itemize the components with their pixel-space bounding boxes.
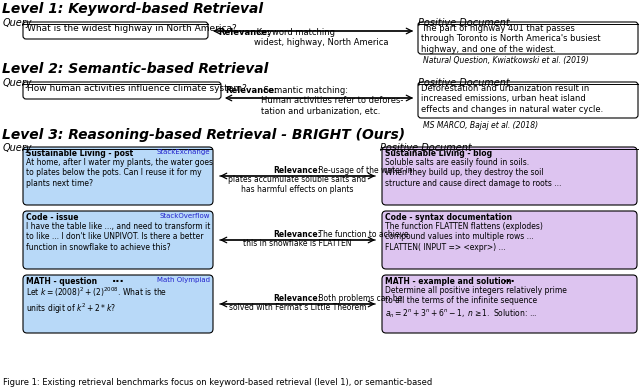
Text: MATH - example and solution: MATH - example and solution xyxy=(385,277,511,286)
Text: Positive Document: Positive Document xyxy=(418,18,509,28)
Text: Sustainable Living - post: Sustainable Living - post xyxy=(26,149,133,158)
FancyBboxPatch shape xyxy=(418,22,638,54)
Text: Let $k=(2008)^{2}+(2)^{2008}$. What is the
units digit of $k^{2}+2*k$?: Let $k=(2008)^{2}+(2)^{2008}$. What is t… xyxy=(26,286,167,316)
Text: Relevance:: Relevance: xyxy=(218,28,270,37)
Text: Semantic matching:
Human activities refer to defores-
tation and urbanization, e: Semantic matching: Human activities refe… xyxy=(261,86,403,116)
Text: Code - issue: Code - issue xyxy=(26,213,79,222)
Text: At home, after I water my plants, the water goes
to plates below the pots. Can I: At home, after I water my plants, the wa… xyxy=(26,158,213,188)
Text: StackOverflow: StackOverflow xyxy=(159,213,210,219)
Text: Relevance:: Relevance: xyxy=(274,230,321,239)
FancyBboxPatch shape xyxy=(23,82,221,99)
FancyBboxPatch shape xyxy=(382,275,637,333)
Text: Determine all positive integers relatively prime
to all the terms of the infinit: Determine all positive integers relative… xyxy=(385,286,567,320)
Text: Math Olympiad: Math Olympiad xyxy=(157,277,210,283)
FancyBboxPatch shape xyxy=(418,82,638,118)
FancyBboxPatch shape xyxy=(23,22,208,39)
Text: Query: Query xyxy=(3,78,33,88)
Text: The part of highway 401 that passes
through Toronto is North America's busiest
h: The part of highway 401 that passes thro… xyxy=(421,24,600,54)
Text: plates accumulate soluble salts and
has harmful effects on plants: plates accumulate soluble salts and has … xyxy=(228,175,367,194)
FancyBboxPatch shape xyxy=(23,211,213,269)
Text: this in snowflake is FLATTEN: this in snowflake is FLATTEN xyxy=(243,239,352,248)
Text: The function to achieve: The function to achieve xyxy=(316,230,408,239)
Text: StackExchange: StackExchange xyxy=(157,149,210,155)
Text: ...: ... xyxy=(503,274,516,284)
Text: solved with Fermat's Little Theorem: solved with Fermat's Little Theorem xyxy=(228,303,366,312)
Text: Positive Document: Positive Document xyxy=(380,143,472,153)
Text: Level 1: Keyword-based Retrieval: Level 1: Keyword-based Retrieval xyxy=(2,2,263,16)
Text: What is the widest highway in North America?: What is the widest highway in North Amer… xyxy=(27,24,237,33)
Text: Both problems can be: Both problems can be xyxy=(316,294,402,303)
Text: Deforestation and urbanization result in
increased emissions, urban heat island
: Deforestation and urbanization result in… xyxy=(421,84,604,114)
Text: Level 2: Semantic-based Retrieval: Level 2: Semantic-based Retrieval xyxy=(2,62,268,76)
Text: Natural Question, Kwiatkowski et al. (2019): Natural Question, Kwiatkowski et al. (20… xyxy=(423,56,589,65)
Text: Relevance:: Relevance: xyxy=(274,166,321,175)
Text: Relevance:: Relevance: xyxy=(274,294,321,303)
Text: ...: ... xyxy=(111,274,124,284)
Text: Query: Query xyxy=(3,18,33,28)
Text: Soluble salts are easily found in soils.
When they build up, they destroy the so: Soluble salts are easily found in soils.… xyxy=(385,158,561,188)
Text: Sustainable Living - blog: Sustainable Living - blog xyxy=(385,149,492,158)
Text: Keyword matching
widest, highway, North America: Keyword matching widest, highway, North … xyxy=(254,28,388,47)
FancyBboxPatch shape xyxy=(23,147,213,205)
Text: Figure 1: Existing retrieval benchmarks focus on keyword-based retrieval (level : Figure 1: Existing retrieval benchmarks … xyxy=(3,378,432,387)
Text: The function FLATTEN flattens (explodes)
compound values into multiple rows ...
: The function FLATTEN flattens (explodes)… xyxy=(385,222,543,252)
FancyBboxPatch shape xyxy=(23,275,213,333)
Text: Level 3: Reasoning-based Retrieval - BRIGHT (Ours): Level 3: Reasoning-based Retrieval - BRI… xyxy=(2,128,405,142)
FancyBboxPatch shape xyxy=(382,147,637,205)
Text: Relevance:: Relevance: xyxy=(225,86,277,95)
Text: Code - syntax documentation: Code - syntax documentation xyxy=(385,213,512,222)
FancyBboxPatch shape xyxy=(382,211,637,269)
Text: I have the table like ..., and need to transform it
to like ... I don't like UNP: I have the table like ..., and need to t… xyxy=(26,222,211,252)
Text: MATH - question: MATH - question xyxy=(26,277,97,286)
Text: How human activities influence climate system?: How human activities influence climate s… xyxy=(27,84,247,93)
Text: MS MARCO, Bajaj et al. (2018): MS MARCO, Bajaj et al. (2018) xyxy=(423,121,538,130)
Text: Query: Query xyxy=(3,143,33,153)
Text: Re-usage of the water in: Re-usage of the water in xyxy=(316,166,412,175)
Text: Positive Document: Positive Document xyxy=(418,78,509,88)
